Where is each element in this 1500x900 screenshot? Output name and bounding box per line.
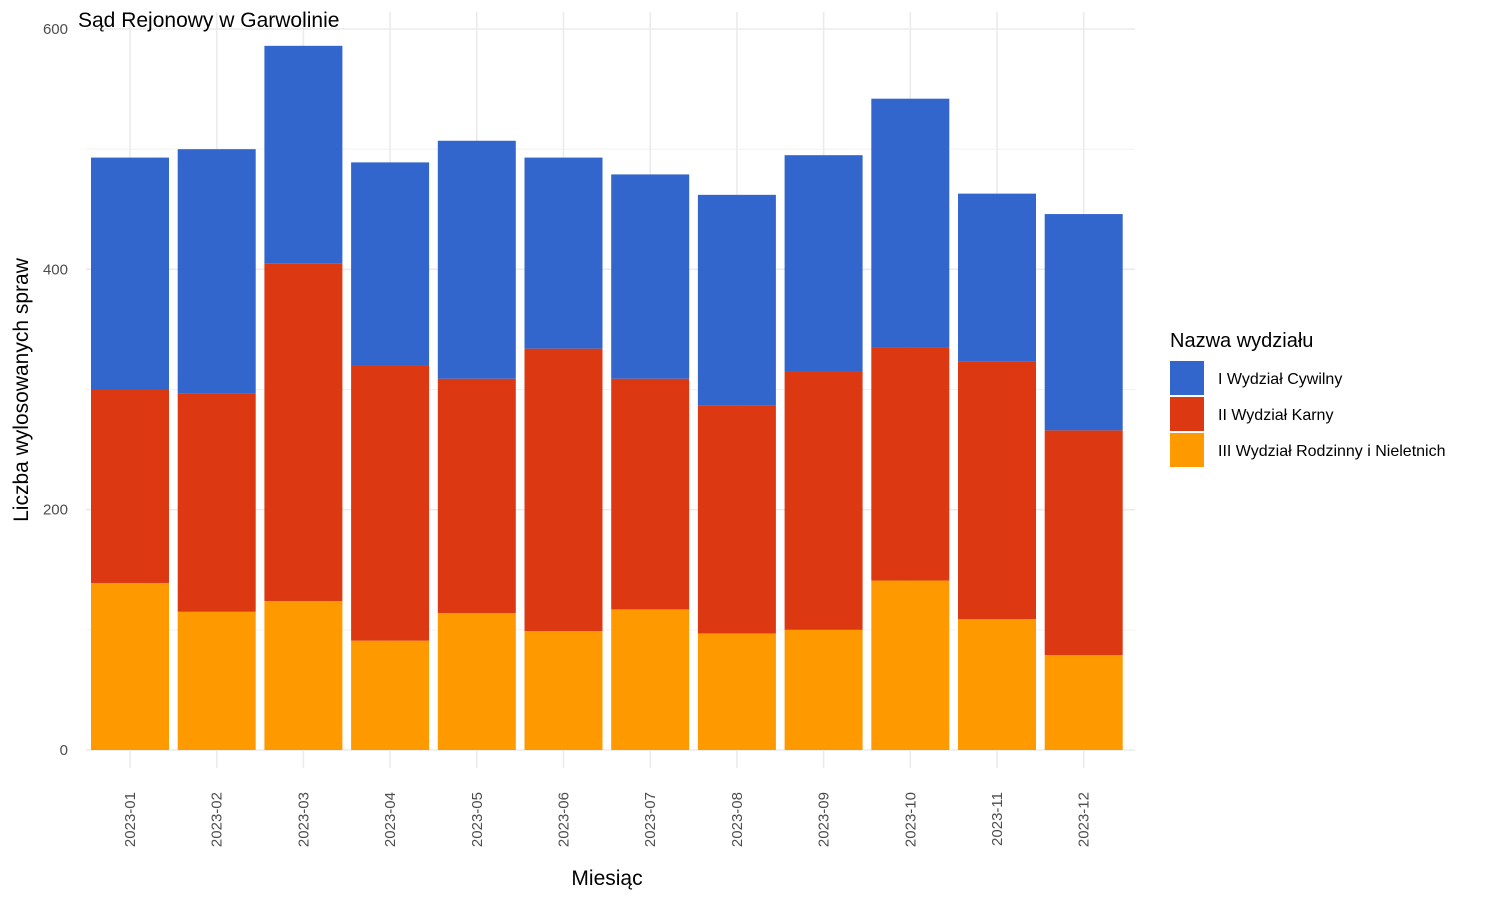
bar-segment	[91, 582, 169, 750]
bar-segment	[351, 640, 430, 750]
x-tick-label: 2023-07	[642, 792, 659, 847]
x-tick-label: 2023-11	[989, 792, 1006, 846]
x-tick-label: 2023-02	[209, 792, 226, 847]
x-tick-label: 2023-12	[1076, 792, 1093, 847]
bars-layer	[91, 45, 1123, 750]
bar-segment	[264, 600, 343, 750]
bar-segment	[784, 371, 863, 630]
bar-segment	[697, 405, 776, 634]
bar-segment	[524, 631, 603, 750]
bar-segment	[871, 347, 950, 581]
bar-segment	[784, 155, 863, 372]
x-tick-label: 2023-03	[295, 792, 312, 847]
bar-segment	[697, 633, 776, 750]
chart-title: Sąd Rejonowy w Garwolinie	[78, 9, 339, 32]
bar-segment	[177, 149, 256, 394]
bar-segment	[1044, 214, 1123, 431]
bar-segment	[958, 361, 1036, 620]
y-tick-label: 0	[60, 742, 68, 759]
bar-segment	[611, 378, 690, 610]
axis-layer: 0 200 400 600 2023-01 2023-02 2023-03 2023-04 20…	[43, 21, 1093, 847]
bar-segment	[524, 348, 603, 632]
y-tick-label: 200	[43, 502, 68, 519]
bar-segment	[351, 162, 430, 366]
bar-segment	[1044, 655, 1123, 750]
bar-segment	[697, 194, 776, 406]
bar-segment	[784, 629, 863, 750]
bar-segment	[437, 378, 516, 614]
bar-segment	[437, 613, 516, 750]
x-tick-label: 2023-10	[902, 792, 919, 847]
legend-swatch	[1170, 361, 1204, 395]
legend-label: II Wydział Karny	[1218, 407, 1333, 424]
legend-swatch	[1170, 433, 1204, 467]
y-axis-title: Liczba wylosowanych spraw	[10, 257, 33, 522]
x-tick-label: 2023-05	[469, 792, 486, 847]
legend-label: III Wydział Rodzinny i Nieletnich	[1218, 443, 1446, 460]
bar-segment	[524, 157, 603, 349]
bar-segment	[611, 609, 690, 750]
x-tick-label: 2023-04	[382, 792, 399, 847]
bar-segment	[611, 174, 690, 379]
bar-segment	[351, 365, 430, 641]
y-tick-label: 400	[43, 261, 68, 278]
x-axis-title: Miesiąc	[571, 867, 642, 890]
bar-segment	[177, 611, 256, 750]
legend-title: Nazwa wydziału	[1170, 330, 1313, 352]
x-tick-label: 2023-09	[816, 792, 833, 847]
legend: Nazwa wydziału I Wydział Cywilny II Wydzi…	[1170, 330, 1446, 467]
bar-segment	[177, 393, 256, 612]
x-tick-label: 2023-01	[122, 792, 139, 847]
y-tick-label: 600	[43, 21, 68, 38]
bar-segment	[264, 45, 343, 264]
bar-segment	[91, 157, 169, 390]
bar-segment	[91, 389, 169, 583]
legend-label: I Wydział Cywilny	[1218, 371, 1342, 388]
bar-segment	[871, 98, 950, 348]
x-tick-label: 2023-08	[729, 792, 746, 847]
bar-segment	[958, 619, 1036, 750]
bar-segment	[264, 263, 343, 601]
bar-segment	[437, 140, 516, 379]
legend-swatch	[1170, 397, 1204, 431]
x-tick-label: 2023-06	[556, 792, 573, 847]
bar-segment	[958, 193, 1036, 362]
bar-segment	[1044, 430, 1123, 656]
bar-segment	[871, 580, 950, 750]
